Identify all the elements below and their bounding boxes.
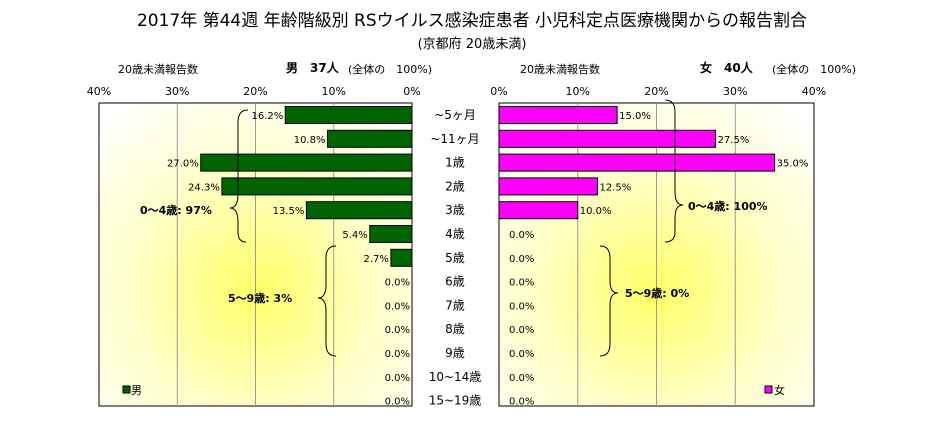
female-header-title: 女 40人 xyxy=(700,59,753,76)
male-group-label-5-9: 5～9歳: 3% xyxy=(228,291,292,305)
age-category-label: 8歳 xyxy=(445,322,465,336)
female-bar-value-label: 0.0% xyxy=(509,397,534,408)
male-bar-value-label: 0.0% xyxy=(385,397,410,408)
male-group-brace-5-9 xyxy=(317,245,337,357)
female-bar xyxy=(498,177,598,196)
male-bar xyxy=(305,201,413,220)
male-bar-value-label: 0.0% xyxy=(385,373,410,384)
female-x-tick-label: 30% xyxy=(723,85,747,98)
female-group-label-5-9: 5～9歳: 0% xyxy=(625,286,689,300)
age-category-label: 2歳 xyxy=(445,179,465,193)
male-bar xyxy=(284,106,413,124)
chart-title: 2017年 第44週 年齢階級別 RSウイルス感染症患者 小児科定点医療機関から… xyxy=(136,11,808,31)
male-legend-label: 男 xyxy=(131,384,142,397)
male-bar-value-label: 13.5% xyxy=(273,206,305,217)
male-bar-value-label: 0.0% xyxy=(385,349,410,360)
male-bar-value-label: 0.0% xyxy=(385,301,410,312)
age-category-label: ~11ヶ月 xyxy=(430,132,479,146)
female-group-label-0-4: 0～4歳: 100% xyxy=(688,199,768,213)
age-category-label: 7歳 xyxy=(445,298,465,312)
female-bar-value-label: 0.0% xyxy=(509,349,534,360)
male-x-tick-label: 40% xyxy=(87,85,111,98)
female-bar-value-label: 0.0% xyxy=(509,373,534,384)
male-bar-value-label: 5.4% xyxy=(342,230,367,241)
chart-subtitle: (京都府 20歳未満) xyxy=(417,37,527,52)
male-x-tick-label: 30% xyxy=(165,85,189,98)
male-x-tick-label: 10% xyxy=(322,85,346,98)
female-legend-swatch xyxy=(764,385,773,394)
age-category-label: 3歳 xyxy=(445,203,465,217)
male-x-tick-label: 20% xyxy=(243,85,267,98)
female-bar-value-label: 15.0% xyxy=(619,111,651,122)
female-bar-value-label: 0.0% xyxy=(509,278,534,289)
age-category-label: 9歳 xyxy=(445,346,465,360)
female-group-brace-0-4 xyxy=(664,99,684,243)
labels: 40% 30% 20% 10% 0% 0% 10% 20% 30% 40% ~5ヶ月 16.2% 15.… xyxy=(87,85,826,408)
female-group-brace-5-9 xyxy=(599,245,619,357)
male-bar xyxy=(390,248,413,267)
female-bar-value-label: 12.5% xyxy=(599,182,631,193)
age-category-label: 1歳 xyxy=(445,156,465,170)
male-bar xyxy=(369,225,413,243)
male-bar-value-label: 27.0% xyxy=(167,159,199,170)
age-category-label: 4歳 xyxy=(445,227,465,241)
male-bar-value-label: 10.8% xyxy=(294,135,326,146)
age-category-label: 6歳 xyxy=(445,275,465,289)
female-header-title-text: 女 40人 xyxy=(700,61,753,75)
bars xyxy=(200,106,776,267)
male-bar xyxy=(326,129,413,148)
female-x-tick-label: 20% xyxy=(644,85,668,98)
female-bar-value-label: 0.0% xyxy=(509,230,534,241)
male-header-title-text: 男 37人 xyxy=(286,61,339,75)
female-bar xyxy=(498,106,618,124)
female-x-tick-label: 40% xyxy=(802,85,826,98)
male-bar-value-label: 16.2% xyxy=(251,111,283,122)
age-category-label: 10~14歳 xyxy=(429,370,482,384)
female-bar xyxy=(498,201,579,220)
male-header-note: (全体の 100%) xyxy=(348,63,433,76)
female-bar-value-label: 27.5% xyxy=(718,135,750,146)
male-bar-value-label: 0.0% xyxy=(385,325,410,336)
age-category-label: 15~19歳 xyxy=(429,394,482,408)
female-legend-label: 女 xyxy=(774,383,785,397)
female-bar-value-label: 10.0% xyxy=(580,206,612,217)
female-bar xyxy=(498,129,717,148)
male-count-label: 20歳未満報告数 xyxy=(118,63,198,76)
female-bar xyxy=(498,153,776,172)
female-header-note: (全体の 100%) xyxy=(772,63,857,76)
male-group-label-0-4: 0～4歳: 97% xyxy=(140,203,212,217)
female-bar-value-label: 0.0% xyxy=(509,325,534,336)
male-bar-value-label: 24.3% xyxy=(188,182,220,193)
male-group-brace-0-4 xyxy=(229,109,249,243)
female-x-tick-label: 10% xyxy=(566,85,590,98)
male-bar xyxy=(200,153,413,172)
age-category-label: ~5ヶ月 xyxy=(434,108,476,122)
female-x-tick-label: 0% xyxy=(490,85,507,98)
female-count-label: 20歳未満報告数 xyxy=(520,63,600,76)
male-bar xyxy=(221,177,413,196)
female-bar-value-label: 35.0% xyxy=(777,159,809,170)
female-bar-value-label: 0.0% xyxy=(509,301,534,312)
male-x-tick-label: 0% xyxy=(403,85,420,98)
male-bar-value-label: 2.7% xyxy=(363,254,388,265)
male-header-title: 男 37人 xyxy=(286,59,339,76)
female-bar-value-label: 0.0% xyxy=(509,254,534,265)
male-legend-swatch xyxy=(122,385,131,394)
male-bar-value-label: 0.0% xyxy=(385,278,410,289)
age-category-label: 5歳 xyxy=(445,251,465,265)
